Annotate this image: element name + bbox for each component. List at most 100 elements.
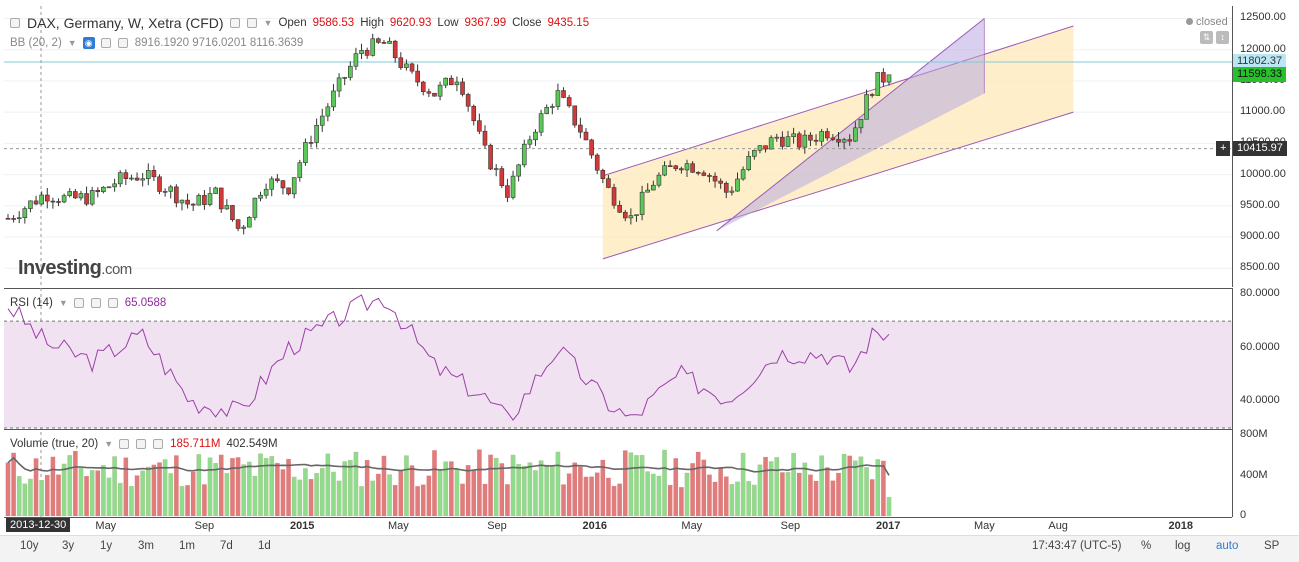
start-date-label: 2013-12-30 (6, 518, 71, 532)
range-button-1d[interactable]: 1d (258, 540, 271, 552)
candle-body (651, 184, 656, 191)
candle-body (718, 180, 723, 184)
rsi-pane[interactable] (4, 288, 1233, 429)
scale-option-auto[interactable]: auto (1216, 540, 1239, 552)
eye-icon[interactable] (119, 439, 130, 449)
candle-body (291, 177, 297, 195)
candle-body (213, 187, 218, 194)
candle-body (246, 217, 252, 228)
range-button-7d[interactable]: 7d (220, 540, 233, 552)
volume-bar (129, 485, 134, 517)
volume-bar (398, 469, 404, 517)
settings-icon[interactable] (90, 298, 101, 308)
close-label: Close (512, 17, 542, 29)
candle-body (415, 70, 420, 83)
range-button-3m[interactable]: 3m (138, 540, 154, 552)
candle-body (780, 136, 785, 147)
scale-option-percent[interactable]: % (1141, 540, 1152, 552)
time-tick-label: May (681, 520, 703, 532)
candle-body (157, 176, 162, 192)
volume-bar (819, 455, 825, 517)
collapse-icon[interactable] (10, 18, 20, 28)
settings-icon[interactable] (100, 38, 111, 48)
add-alert-icon[interactable]: + (1216, 140, 1231, 156)
close-icon[interactable] (117, 38, 128, 48)
volume-bar (510, 454, 516, 517)
candle-body (207, 193, 213, 205)
candle-body (527, 139, 533, 145)
candle-body (454, 81, 460, 86)
close-icon[interactable] (107, 298, 118, 308)
volume-bar (864, 467, 869, 517)
collapse-icon[interactable]: ↕ (1216, 31, 1229, 44)
volume-bar (117, 482, 123, 517)
status-text: closed (1196, 16, 1228, 28)
range-button-1m[interactable]: 1m (179, 540, 195, 552)
symbol-title: DAX, Germany, W, Xetra (CFD) (27, 15, 224, 31)
range-button-3y[interactable]: 3y (62, 540, 75, 552)
price-pane[interactable] (4, 6, 1233, 287)
volume-bar (78, 467, 84, 517)
scale-option-log[interactable]: log (1175, 540, 1191, 552)
candle-body (73, 191, 78, 199)
close-icon[interactable] (153, 439, 164, 449)
scale-option-SP[interactable]: SP (1264, 540, 1280, 552)
candle-body (533, 131, 538, 141)
time-axis[interactable] (4, 517, 1232, 536)
range-button-10y[interactable]: 10y (20, 540, 39, 552)
candle-body (791, 133, 796, 137)
eye-icon[interactable] (73, 298, 84, 308)
candle-body (89, 190, 95, 205)
candle-body (785, 136, 791, 147)
volume-bar (420, 484, 426, 517)
candle-body (364, 50, 370, 56)
volume-bar (880, 460, 886, 517)
time-tick-label: 2015 (289, 520, 315, 532)
volume-bar (577, 466, 583, 517)
chevron-down-icon[interactable]: ▼ (67, 38, 77, 48)
candle-body (437, 84, 443, 97)
candle-body (84, 193, 89, 205)
format-icon[interactable] (246, 18, 257, 28)
candle-body (28, 200, 33, 209)
candle-body (561, 90, 566, 98)
volume-pane[interactable] (4, 429, 1233, 517)
low-value: 9367.99 (464, 17, 507, 29)
range-button-1y[interactable]: 1y (100, 540, 113, 552)
pin-icon[interactable]: ⇅ (1200, 31, 1213, 44)
candle-body (802, 134, 808, 148)
volume-bar (465, 465, 471, 517)
volume-bar (404, 455, 409, 517)
candle-body (347, 65, 353, 78)
chevron-down-icon[interactable]: ▼ (104, 439, 114, 449)
candle-body (280, 180, 286, 189)
volume-bar (168, 473, 174, 517)
settings-icon[interactable] (229, 18, 240, 28)
candle-body (550, 106, 555, 108)
volume-bar (84, 476, 89, 517)
volume-bar (106, 477, 112, 517)
volume-bar (258, 453, 263, 517)
time-tick-label: Sep (780, 520, 801, 532)
candle-body (841, 139, 847, 143)
eye-icon[interactable]: ◉ (82, 37, 95, 49)
candle-body (824, 131, 830, 139)
time-tick-label: May (388, 520, 409, 532)
volume-bar (852, 460, 858, 517)
time-tick-label: Sep (194, 520, 215, 532)
volume-bar (583, 476, 589, 517)
channel-upper-line (602, 25, 1074, 177)
volume-bar (589, 476, 594, 517)
settings-icon[interactable] (136, 439, 147, 449)
candle-body (404, 63, 409, 68)
volume-bar (656, 475, 662, 517)
volume-bar (460, 483, 465, 517)
volume-bar (314, 472, 320, 517)
volume-bar (33, 458, 39, 517)
volume-bar (751, 484, 757, 517)
chevron-down-icon[interactable]: ▼ (263, 18, 273, 28)
volume-bar (325, 453, 331, 517)
volume-bar (538, 460, 544, 517)
chevron-down-icon[interactable]: ▼ (58, 298, 68, 308)
